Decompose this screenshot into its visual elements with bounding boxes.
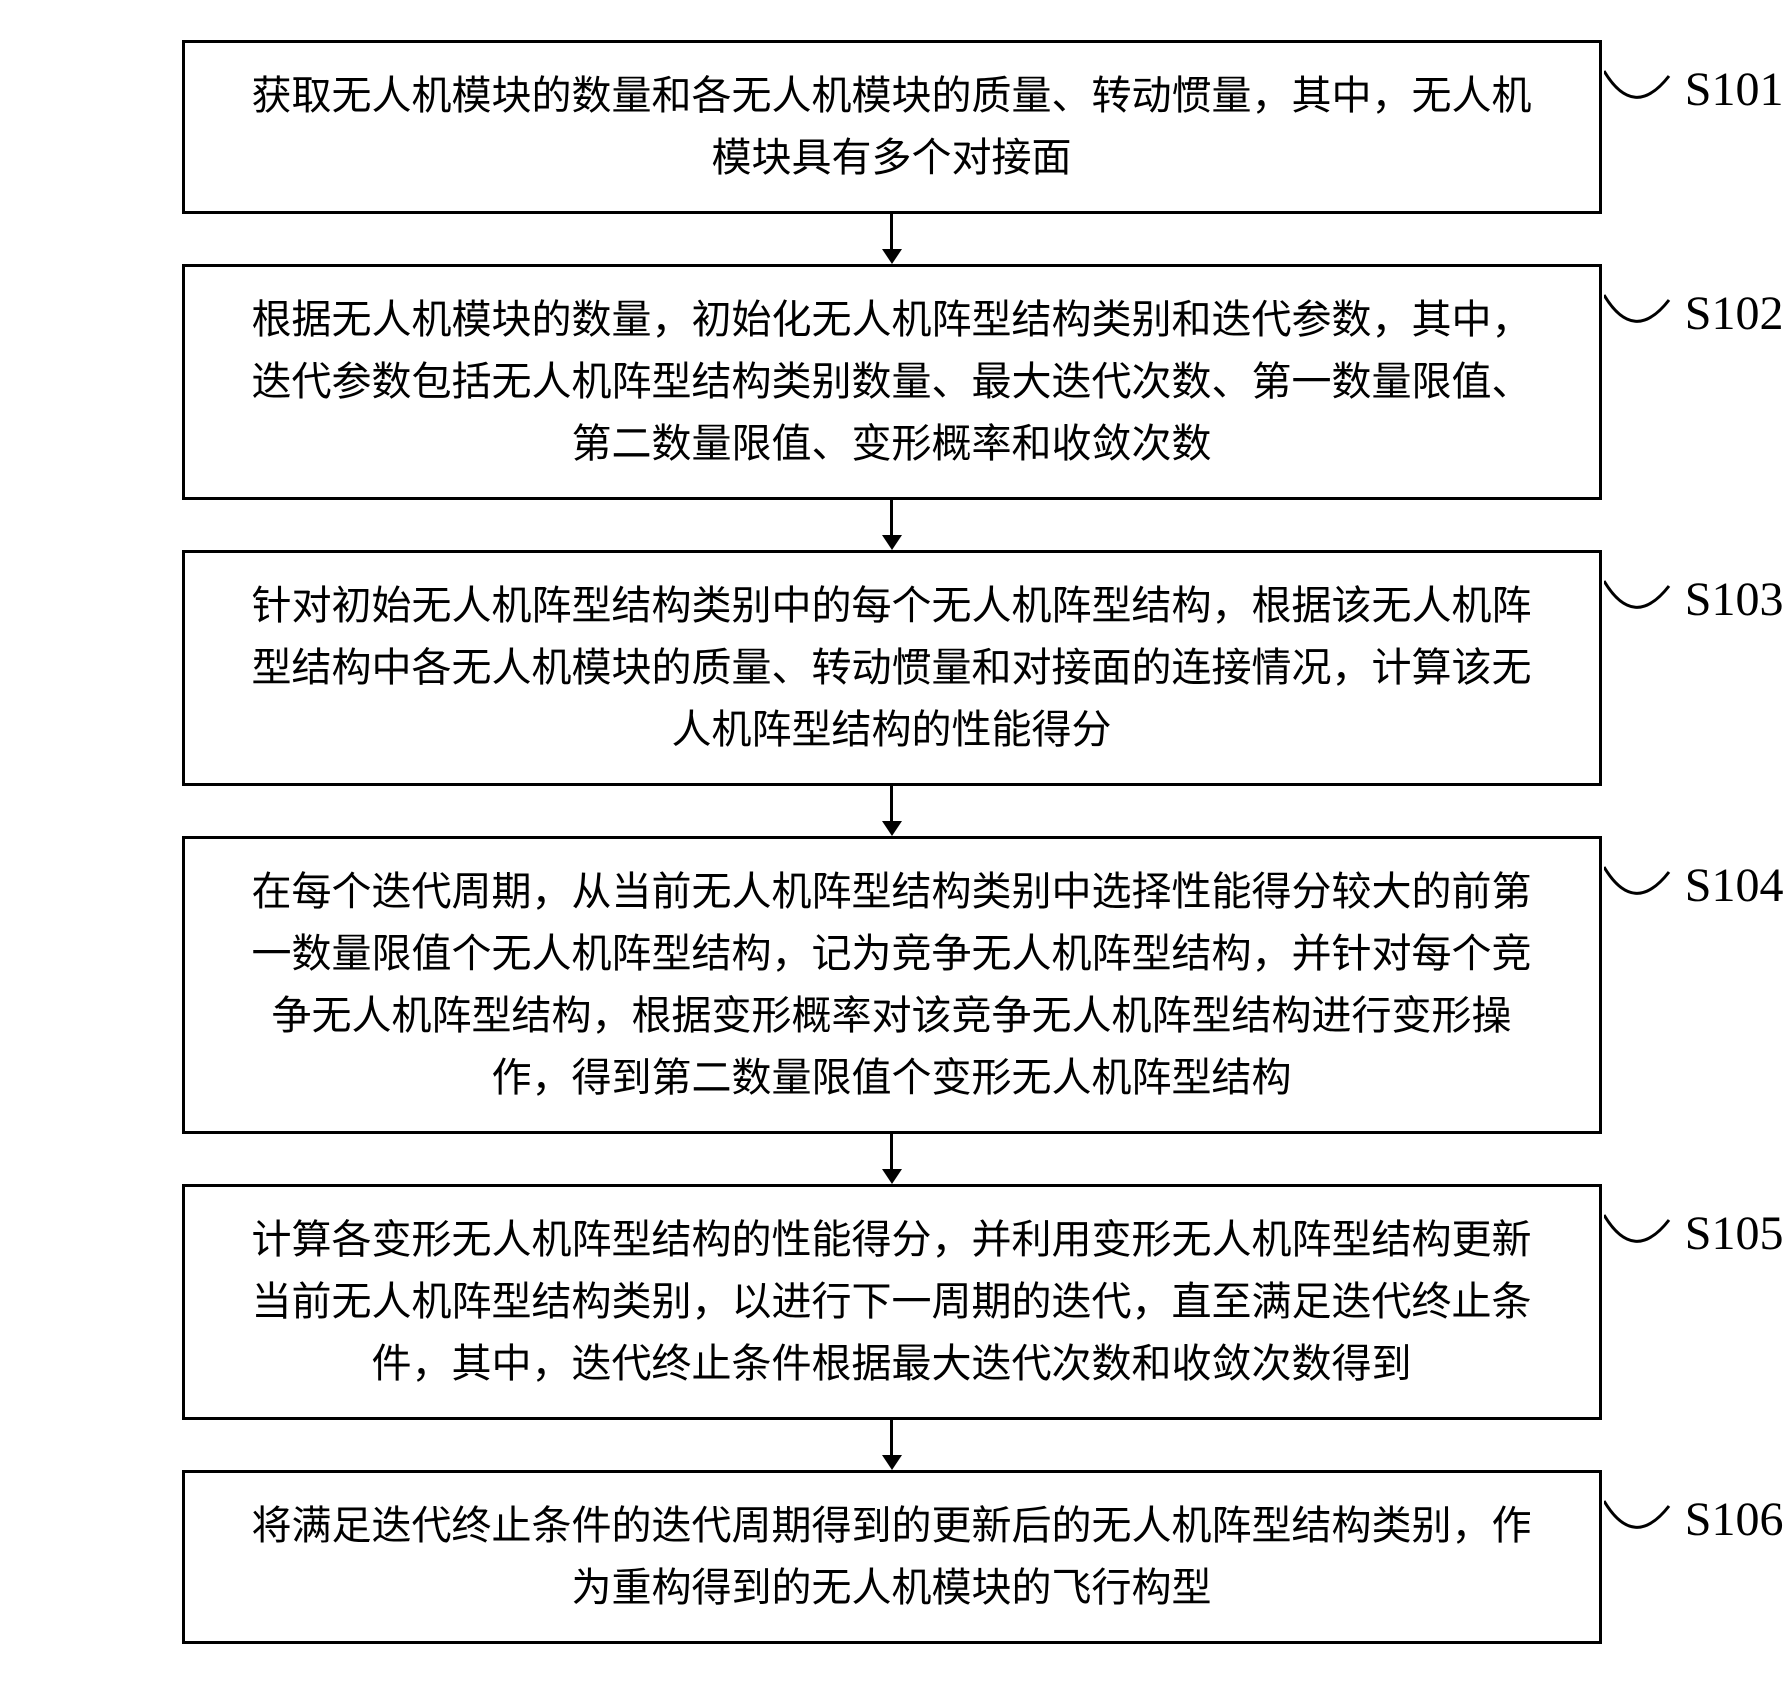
step-box-s106: 将满足迭代终止条件的迭代周期得到的更新后的无人机阵型结构类别，作为重构得到的无人… xyxy=(182,1470,1602,1644)
step-text: 计算各变形无人机阵型结构的性能得分，并利用变形无人机阵型结构更新当前无人机阵型结… xyxy=(252,1217,1532,1386)
arrow-down xyxy=(890,500,893,550)
step-row: 根据无人机模块的数量，初始化无人机阵型结构类别和迭代参数，其中，迭代参数包括无人… xyxy=(20,264,1763,500)
arrow-down xyxy=(890,1420,893,1470)
step-label: S106 xyxy=(1685,1483,1783,1557)
step-box-s105: 计算各变形无人机阵型结构的性能得分，并利用变形无人机阵型结构更新当前无人机阵型结… xyxy=(182,1184,1602,1420)
arrow-down xyxy=(890,786,893,836)
step-label: S105 xyxy=(1685,1197,1783,1271)
step-label: S104 xyxy=(1685,849,1783,923)
hook-connector xyxy=(1604,61,1674,116)
step-text: 针对初始无人机阵型结构类别中的每个无人机阵型结构，根据该无人机阵型结构中各无人机… xyxy=(252,583,1532,752)
step-row: 将满足迭代终止条件的迭代周期得到的更新后的无人机阵型结构类别，作为重构得到的无人… xyxy=(20,1470,1763,1644)
step-row: 针对初始无人机阵型结构类别中的每个无人机阵型结构，根据该无人机阵型结构中各无人机… xyxy=(20,550,1763,786)
arrow-down xyxy=(890,1134,893,1184)
hook-connector xyxy=(1604,1491,1674,1546)
step-label: S102 xyxy=(1685,277,1783,351)
hook-connector xyxy=(1604,857,1674,912)
hook-connector xyxy=(1604,1205,1674,1260)
step-box-s103: 针对初始无人机阵型结构类别中的每个无人机阵型结构，根据该无人机阵型结构中各无人机… xyxy=(182,550,1602,786)
hook-connector xyxy=(1604,285,1674,340)
hook-connector xyxy=(1604,571,1674,626)
step-row: 获取无人机模块的数量和各无人机模块的质量、转动惯量，其中，无人机模块具有多个对接… xyxy=(20,40,1763,214)
step-label: S103 xyxy=(1685,563,1783,637)
step-box-s101: 获取无人机模块的数量和各无人机模块的质量、转动惯量，其中，无人机模块具有多个对接… xyxy=(182,40,1602,214)
step-text: 根据无人机模块的数量，初始化无人机阵型结构类别和迭代参数，其中，迭代参数包括无人… xyxy=(252,297,1532,466)
step-text: 将满足迭代终止条件的迭代周期得到的更新后的无人机阵型结构类别，作为重构得到的无人… xyxy=(252,1503,1532,1610)
step-box-s104: 在每个迭代周期，从当前无人机阵型结构类别中选择性能得分较大的前第一数量限值个无人… xyxy=(182,836,1602,1134)
step-row: 在每个迭代周期，从当前无人机阵型结构类别中选择性能得分较大的前第一数量限值个无人… xyxy=(20,836,1763,1134)
step-label: S101 xyxy=(1685,53,1783,127)
step-box-s102: 根据无人机模块的数量，初始化无人机阵型结构类别和迭代参数，其中，迭代参数包括无人… xyxy=(182,264,1602,500)
step-row: 计算各变形无人机阵型结构的性能得分，并利用变形无人机阵型结构更新当前无人机阵型结… xyxy=(20,1184,1763,1420)
arrow-down xyxy=(890,214,893,264)
flowchart-container: 获取无人机模块的数量和各无人机模块的质量、转动惯量，其中，无人机模块具有多个对接… xyxy=(20,40,1763,1644)
step-text: 在每个迭代周期，从当前无人机阵型结构类别中选择性能得分较大的前第一数量限值个无人… xyxy=(252,869,1532,1100)
step-text: 获取无人机模块的数量和各无人机模块的质量、转动惯量，其中，无人机模块具有多个对接… xyxy=(252,73,1532,180)
